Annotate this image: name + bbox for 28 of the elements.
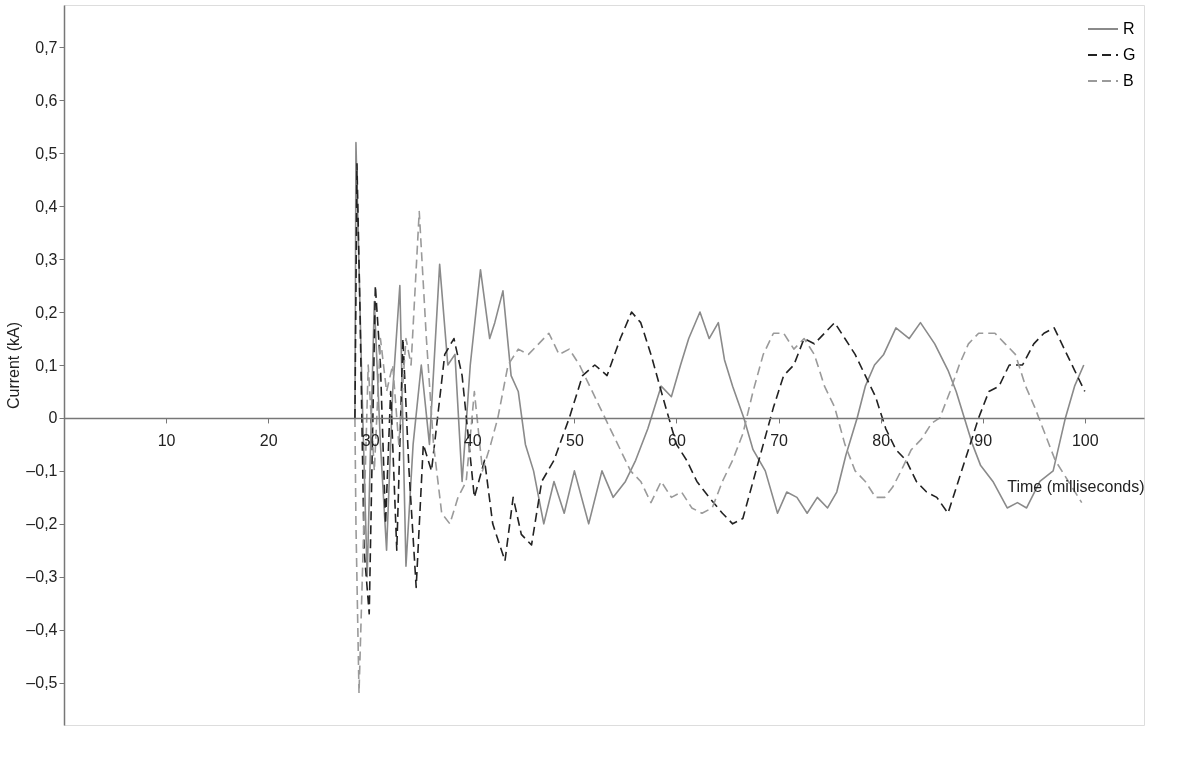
x-tick-label: 40 [463, 432, 482, 450]
legend-label: B [1123, 72, 1134, 89]
y-tick-label: 0,3 [35, 250, 58, 268]
y-tick-label: 0,6 [35, 91, 58, 109]
y-tick-label: –0,3 [26, 568, 58, 586]
x-axis-title: Time (milliseconds) [1007, 478, 1145, 496]
y-axis-title: Current (kA) [5, 321, 23, 410]
y-tick-label: 0,1 [35, 356, 58, 374]
y-tick-label: 0,7 [35, 38, 58, 56]
y-tick-label: 0 [48, 409, 58, 427]
x-tick-label: 60 [668, 432, 686, 450]
y-tick-label: –0,5 [26, 674, 58, 692]
x-tick-label: 30 [361, 432, 380, 450]
legend-label: R [1123, 20, 1135, 37]
y-tick-label: 0,4 [35, 197, 58, 215]
y-tick-label: –0,2 [26, 515, 58, 533]
y-tick-label: 0,2 [35, 303, 58, 321]
x-tick-label: 50 [566, 432, 584, 450]
x-tick-label: 20 [259, 432, 278, 450]
x-tick-label: 70 [770, 432, 789, 450]
y-tick-label: –0,4 [26, 621, 58, 639]
y-tick-label: 0,5 [35, 144, 58, 162]
x-tick-label: 90 [974, 432, 993, 450]
legend-label: G [1123, 46, 1136, 63]
x-tick-label: 10 [157, 432, 176, 450]
x-tick-label: 100 [1071, 432, 1099, 450]
x-tick-label: 80 [872, 432, 891, 450]
y-tick-label: –0,1 [26, 462, 58, 480]
